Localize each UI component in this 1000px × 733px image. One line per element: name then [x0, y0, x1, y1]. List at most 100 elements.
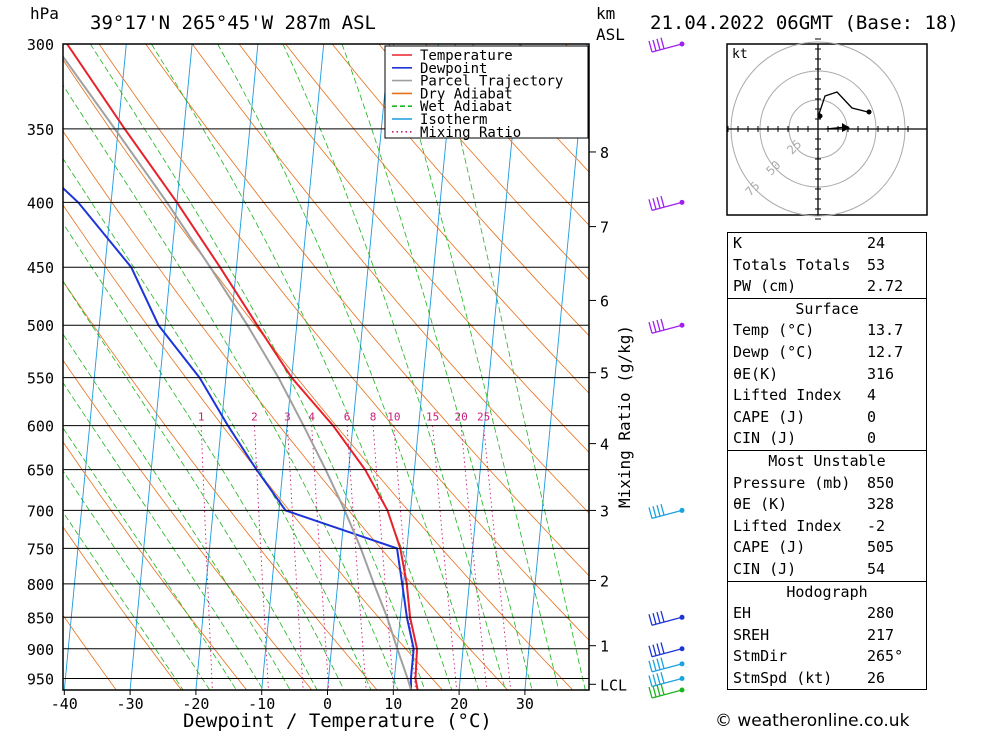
km-tick-label: 6	[600, 292, 609, 310]
wet-adiabat-line	[151, 44, 453, 690]
wet-adiabat-line	[63, 511, 184, 690]
asl-axis-label: ASL	[596, 25, 625, 44]
isotherm-line	[524, 44, 588, 690]
datetime-title: 21.04.2022 06GMT (Base: 18)	[650, 12, 959, 34]
stats-row: CAPE (J) 505	[728, 537, 926, 559]
mixing-ratio-label: 3	[284, 411, 291, 424]
isotherm-line	[63, 44, 127, 690]
pressure-tick-label: 350	[27, 121, 54, 139]
stats-row: StmSpd (kt) 26	[728, 668, 926, 690]
wind-barb	[648, 672, 685, 688]
legend-box	[384, 45, 589, 139]
wet-adiabat-line	[63, 222, 345, 690]
dry-adiabat-line	[378, 44, 589, 281]
wind-barb	[648, 642, 685, 658]
dry-adiabat-line	[63, 280, 378, 690]
stats-label: CAPE (J)	[733, 538, 806, 557]
dry-adiabat-line	[425, 44, 589, 226]
pressure-tick-label: 600	[27, 418, 54, 436]
stats-row: EH 280	[728, 603, 926, 625]
legend-label: Dry Adiabat	[420, 86, 513, 102]
stats-value: 54	[867, 559, 886, 578]
stats-row: Temp (°C) 13.7	[728, 320, 926, 342]
stats-row: K 24	[728, 233, 926, 255]
pressure-tick-label: 300	[27, 36, 54, 54]
dry-adiabat-line	[331, 44, 589, 337]
wind-barb	[648, 503, 685, 520]
stats-value: 280	[867, 604, 895, 623]
stats-value: 24	[867, 234, 886, 252]
mixing-ratio-label: 2	[251, 411, 258, 424]
wind-barb	[648, 37, 685, 53]
storm-motion-arrowhead	[842, 123, 850, 132]
wet-adiabat-line	[437, 44, 586, 690]
hodograph-point	[817, 113, 823, 119]
temperature-tick-label: 10	[384, 695, 402, 713]
dry-adiabat-line	[63, 526, 182, 690]
km-tick-label: 8	[600, 144, 609, 162]
km-tick-label: 3	[600, 502, 609, 520]
pressure-tick-label: 850	[27, 609, 54, 627]
km-tick-label: 1	[600, 638, 609, 656]
stats-label: SREH	[733, 625, 770, 644]
temperature-tick-label: 30	[516, 695, 534, 713]
stats-label: StmDir	[733, 647, 788, 666]
stats-row: StmDir 265°	[728, 646, 926, 668]
wet-adiabat-line	[282, 44, 506, 690]
pressure-tick-label: 450	[27, 259, 54, 277]
stats-label: EH	[733, 604, 752, 623]
temperature-tick-label: 0	[323, 695, 332, 713]
stats-value: 12.7	[867, 342, 904, 361]
hodograph-stats-block: Hodograph EH 280 SREH 217 StmDir 265° StmSpd (…	[727, 580, 927, 691]
location-title: 39°17'N 265°45'W 287m ASL	[90, 12, 376, 34]
stats-value: 505	[867, 538, 895, 557]
dry-adiabat-line	[63, 441, 248, 690]
stats-row: θE (K) 328	[728, 494, 926, 516]
most-unstable-block: Most Unstable Pressure (mb) 850 θE (K) 328 L…	[727, 449, 927, 582]
legend-label: Parcel Trajectory	[420, 74, 563, 90]
stats-value: 0	[867, 407, 877, 426]
dry-adiabat-line	[63, 59, 574, 690]
legend-label: Temperature	[420, 48, 513, 64]
stats-value: 26	[867, 668, 886, 687]
pressure-tick-label: 700	[27, 502, 54, 520]
mixing-ratio-axis-title: Mixing Ratio (g/kg)	[615, 325, 634, 508]
x-axis-title: Dewpoint / Temperature (°C)	[183, 710, 492, 732]
legend-label: Isotherm	[420, 112, 487, 128]
stats-label: Pressure (mb)	[733, 473, 851, 492]
isotherm-line	[458, 44, 522, 690]
wind-barb	[648, 683, 685, 699]
km-tick-label: 2	[600, 572, 609, 590]
pressure-tick-label: 950	[27, 671, 54, 689]
stats-row: CIN (J) 0	[728, 428, 926, 450]
legend-label: Mixing Ratio	[420, 125, 521, 141]
hodograph-trace	[817, 91, 869, 118]
km-tick-label: 5	[600, 365, 609, 383]
pressure-tick-label: 900	[27, 641, 54, 659]
stats-value: 850	[867, 473, 895, 492]
stats-row: θE(K) 316	[728, 364, 926, 386]
stats-row: Totals Totals 53	[728, 255, 926, 277]
stats-row: CIN (J) 54	[728, 559, 926, 581]
pressure-tick-label: 400	[27, 194, 54, 212]
isotherm-line	[392, 44, 456, 690]
plot-frame	[62, 43, 590, 691]
surface-title: Surface	[795, 299, 859, 318]
wet-adiabat-line	[217, 44, 479, 690]
dewpoint-line	[63, 186, 415, 690]
wet-adiabat-line	[63, 381, 264, 690]
stats-panel: K 24 Totals Totals 53 PW (cm) 2.72 Surface Te…	[727, 232, 927, 691]
isotherm-line	[195, 44, 259, 690]
temperature-tick-label: -40	[51, 695, 78, 713]
dry-adiabat-line	[238, 44, 589, 453]
stats-label: Lifted Index	[733, 386, 842, 405]
hpa-axis-label: hPa	[30, 4, 59, 23]
wind-barb	[648, 610, 685, 626]
dry-adiabat-line	[191, 44, 589, 514]
stats-label: CIN (J)	[733, 429, 797, 448]
stats-label: θE (K)	[733, 495, 788, 514]
temperature-tick-label: -30	[117, 695, 144, 713]
dry-adiabat-line	[285, 44, 589, 394]
stats-value: 328	[867, 495, 895, 514]
wet-adiabat-line	[63, 157, 372, 690]
